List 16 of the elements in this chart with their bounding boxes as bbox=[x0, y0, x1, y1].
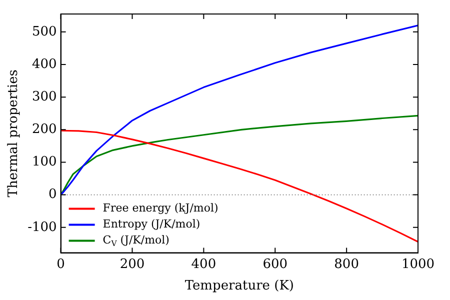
y-tick-label: 300 bbox=[32, 89, 57, 104]
x-axis-title: Temperature (K) bbox=[184, 278, 294, 294]
legend-label: Entropy (J/K/mol) bbox=[102, 218, 200, 231]
x-tick-label: 400 bbox=[191, 256, 216, 272]
y-tick-label: 400 bbox=[32, 56, 57, 72]
y-tick-label: 200 bbox=[32, 122, 57, 138]
x-tick-label: 600 bbox=[262, 256, 288, 272]
y-tick-label: -100 bbox=[28, 220, 57, 235]
y-tick-label: 500 bbox=[32, 24, 57, 40]
y-tick-label: 100 bbox=[32, 154, 57, 170]
x-tick-label: 1000 bbox=[401, 256, 435, 272]
legend-label: Free energy (kJ/mol) bbox=[102, 202, 218, 215]
y-axis-title: Thermal properties bbox=[6, 70, 22, 198]
y-tick-label: 0 bbox=[48, 187, 57, 202]
x-tick-label: 800 bbox=[334, 256, 359, 272]
x-tick-label: 200 bbox=[120, 256, 145, 272]
